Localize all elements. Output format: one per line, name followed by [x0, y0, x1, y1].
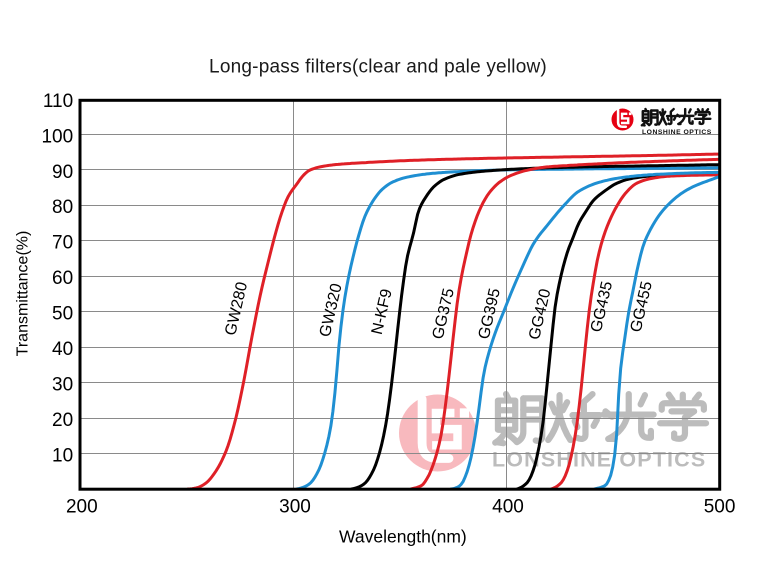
svg-text:100: 100	[41, 126, 73, 147]
svg-text:LONSHINE OPTICS: LONSHINE OPTICS	[642, 129, 712, 136]
svg-text:LONSHINE OPTICS: LONSHINE OPTICS	[492, 448, 706, 472]
svg-text:Wavelength(nm): Wavelength(nm)	[339, 527, 467, 547]
svg-text:400: 400	[492, 497, 524, 518]
svg-text:Transmittance(%): Transmittance(%)	[15, 231, 32, 357]
svg-text:40: 40	[52, 339, 73, 360]
svg-text:60: 60	[52, 268, 73, 289]
svg-text:500: 500	[704, 497, 736, 518]
svg-text:200: 200	[66, 497, 98, 518]
svg-text:300: 300	[279, 497, 311, 518]
svg-text:90: 90	[52, 162, 73, 183]
svg-text:80: 80	[52, 197, 73, 218]
svg-text:30: 30	[52, 374, 73, 395]
svg-text:Long-pass filters(clear and pa: Long-pass filters(clear and pale yellow)	[209, 57, 547, 78]
svg-text:110: 110	[43, 91, 73, 112]
svg-text:50: 50	[52, 304, 73, 325]
svg-text:20: 20	[52, 410, 73, 431]
svg-text:10: 10	[52, 445, 73, 466]
svg-text:70: 70	[52, 233, 73, 254]
